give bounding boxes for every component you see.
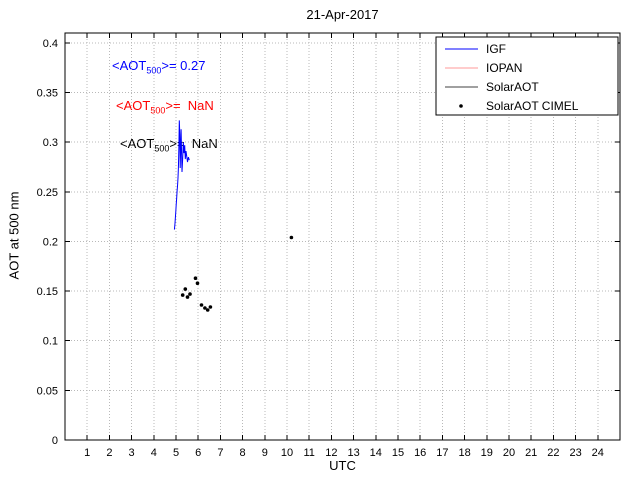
x-axis-label: UTC — [329, 458, 356, 473]
series-line-igf — [173, 120, 190, 230]
axes-box — [64, 32, 621, 441]
x-tick-label: 6 — [195, 447, 201, 459]
y-tick-label: 0.35 — [37, 88, 58, 100]
y-tick-label: 0.1 — [43, 336, 58, 348]
series-point-solaraot-cimel — [208, 305, 213, 309]
x-tick-label: 20 — [503, 447, 515, 459]
x-tick-label: 10 — [281, 447, 293, 459]
annotation-text-post: >= 0.27 — [161, 58, 206, 73]
x-tick-label: 13 — [347, 447, 359, 459]
series-point-solaraot-cimel — [180, 293, 185, 297]
series-point-solaraot-cimel — [185, 295, 190, 299]
legend-marker-sample-solaraot-cimel — [459, 104, 463, 108]
legend-label-iopan: IOPAN — [486, 61, 522, 75]
annotation-iopan-mean-aot: <AOT500>= NaN — [116, 98, 214, 116]
x-tick-label: 21 — [525, 447, 537, 459]
y-tick-label: 0.05 — [37, 385, 58, 397]
annotation-text-pre: <AOT — [120, 136, 155, 151]
x-tick-label: 5 — [173, 447, 179, 459]
chart-title: 21-Apr-2017 — [306, 7, 379, 22]
x-tick-label: 19 — [481, 447, 493, 459]
annotation-text-pre: <AOT — [112, 58, 147, 73]
series-point-solaraot-cimel — [289, 235, 294, 240]
x-tick-label: 11 — [303, 447, 314, 459]
series-point-solaraot-cimel — [188, 292, 192, 296]
series-point-solaraot-cimel — [205, 308, 210, 312]
annotation-subscript: 500 — [146, 65, 162, 76]
legend-label-solaraot: SolarAOT — [486, 80, 539, 94]
x-tick-label: 18 — [458, 447, 470, 459]
annotation-text-pre: <AOT — [116, 98, 151, 113]
x-tick-label: 16 — [414, 447, 426, 459]
x-tick-label: 2 — [106, 447, 112, 459]
annotation-solaraot-mean-aot: <AOT500>= NaN — [120, 136, 218, 154]
x-tick-label: 12 — [325, 447, 337, 459]
legend-label-solaraot-cimel: SolarAOT CIMEL — [486, 99, 579, 113]
x-tick-label: 24 — [592, 447, 604, 459]
y-tick-label: 0.4 — [43, 38, 58, 50]
y-tick-label: 0.15 — [37, 286, 58, 298]
x-tick-label: 14 — [370, 447, 382, 459]
x-tick-label: 15 — [392, 447, 404, 459]
annotation-text-post: >= NaN — [165, 98, 214, 113]
y-tick-label: 0.3 — [43, 137, 58, 149]
x-tick-label: 3 — [129, 447, 135, 459]
annotation-igf-mean-aot: <AOT500>= 0.27 — [112, 58, 205, 76]
x-tick-label: 4 — [151, 447, 157, 459]
y-tick-label: 0.25 — [37, 187, 58, 199]
series-point-solaraot-cimel — [183, 287, 188, 291]
legend-box — [435, 36, 619, 116]
series-point-solaraot-cimel — [199, 303, 204, 307]
x-tick-label: 23 — [569, 447, 581, 459]
legend-label-igf: IGF — [486, 42, 506, 56]
series-point-solaraot-cimel — [193, 276, 198, 281]
x-tick-label: 17 — [436, 447, 448, 459]
x-tick-label: 8 — [240, 447, 246, 459]
x-tick-label: 22 — [547, 447, 559, 459]
x-tick-label: 1 — [84, 447, 90, 459]
annotation-subscript: 500 — [154, 143, 170, 154]
x-tick-label: 9 — [262, 447, 268, 459]
y-tick-label: 0.2 — [43, 236, 58, 248]
series-point-solaraot-cimel — [203, 306, 207, 310]
y-tick-label: 0 — [52, 435, 58, 447]
x-tick-label: 7 — [217, 447, 223, 459]
annotation-subscript: 500 — [150, 105, 166, 116]
series-point-solaraot-cimel — [195, 281, 200, 286]
